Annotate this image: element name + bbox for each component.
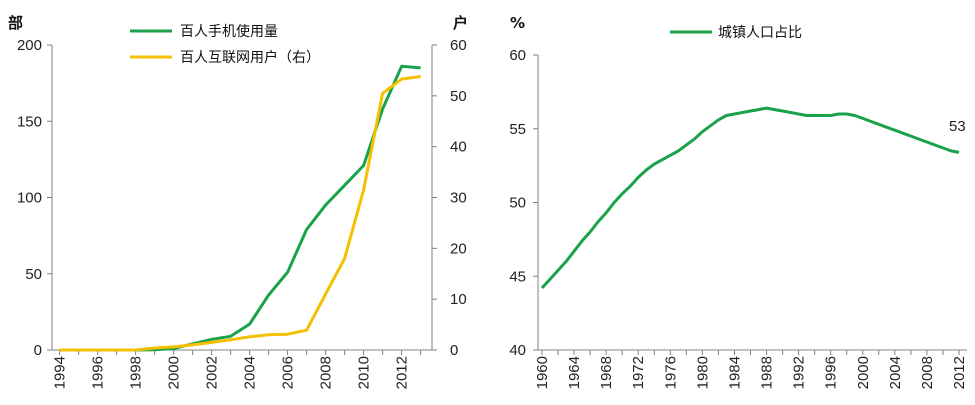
left-chart-right-tick-label: 30 — [450, 190, 467, 207]
left-chart-right-tick-label: 0 — [450, 342, 458, 359]
series-line-internet — [59, 75, 421, 352]
left-chart-left-tick-label: 150 — [17, 113, 42, 130]
left-chart-x-tick-label: 2012 — [394, 356, 411, 389]
right-chart-x-tick-label: 2004 — [887, 356, 904, 389]
left-chart-left-tick-label: 0 — [34, 342, 42, 359]
right-chart-y-tick-label: 45 — [509, 268, 526, 285]
left-chart-x-tick-label: 1996 — [90, 356, 107, 389]
left-chart-x-tick-label: 1998 — [128, 356, 145, 389]
right-chart-x-tick-label: 1968 — [598, 356, 615, 389]
right-chart-x-tick-label: 1992 — [791, 356, 808, 389]
right-chart-x-tick-label: 2008 — [919, 356, 936, 389]
left-chart-right-tick-label: 20 — [450, 240, 467, 257]
left-chart-x-tick-label: 2004 — [242, 356, 259, 389]
left-chart-x-tick-label: 2010 — [356, 356, 373, 389]
left-chart-right-tick-label: 50 — [450, 88, 467, 105]
right-chart-x-tick-label: 1988 — [759, 356, 776, 389]
right-chart-unit: % — [510, 14, 525, 32]
end-value-annotation: 53 — [949, 118, 966, 135]
left-chart-x-tick-label: 2000 — [166, 356, 183, 389]
left-chart-left-unit: 部 — [8, 14, 23, 32]
legend-label-mobile: 百人手机使用量 — [180, 23, 278, 40]
series-line-urban — [540, 106, 960, 290]
right-chart-y-tick-label: 55 — [509, 121, 526, 138]
left-chart-right-unit: 户 — [453, 14, 468, 32]
right-chart-x-tick-label: 1984 — [726, 356, 743, 389]
left-chart-x-tick-label: 2002 — [204, 356, 221, 389]
left-chart-left-tick-label: 50 — [25, 266, 42, 283]
right-chart-x-tick-label: 2000 — [855, 356, 872, 389]
right-chart-x-tick-label: 1960 — [534, 356, 551, 389]
legend-label-internet: 百人互联网用户（右） — [180, 49, 320, 66]
left-chart-left-tick-label: 100 — [17, 190, 42, 207]
right-chart-x-tick-label: 1980 — [694, 356, 711, 389]
right-chart-x-tick-label: 2012 — [951, 356, 968, 389]
right-chart-y-tick-label: 40 — [509, 342, 526, 359]
left-chart-right-tick-label: 10 — [450, 291, 467, 308]
right-chart-y-tick-label: 60 — [509, 47, 526, 64]
left-chart-x-tick-label: 1994 — [52, 356, 69, 389]
left-chart-x-tick-label: 2008 — [318, 356, 335, 389]
left-chart-right-tick-label: 60 — [450, 37, 467, 54]
left-chart-left-tick-label: 200 — [17, 37, 42, 54]
right-chart-x-tick-label: 1972 — [630, 356, 647, 389]
right-chart-y-tick-label: 50 — [509, 195, 526, 212]
left-chart-x-tick-label: 2006 — [280, 356, 297, 389]
right-chart-x-tick-label: 1996 — [823, 356, 840, 389]
right-chart-x-tick-label: 1976 — [662, 356, 679, 389]
left-chart-right-tick-label: 40 — [450, 139, 467, 156]
series-line-mobile — [59, 64, 421, 352]
legend-label-urban: 城镇人口占比 — [718, 25, 802, 41]
right-chart-x-tick-label: 1964 — [566, 356, 583, 389]
